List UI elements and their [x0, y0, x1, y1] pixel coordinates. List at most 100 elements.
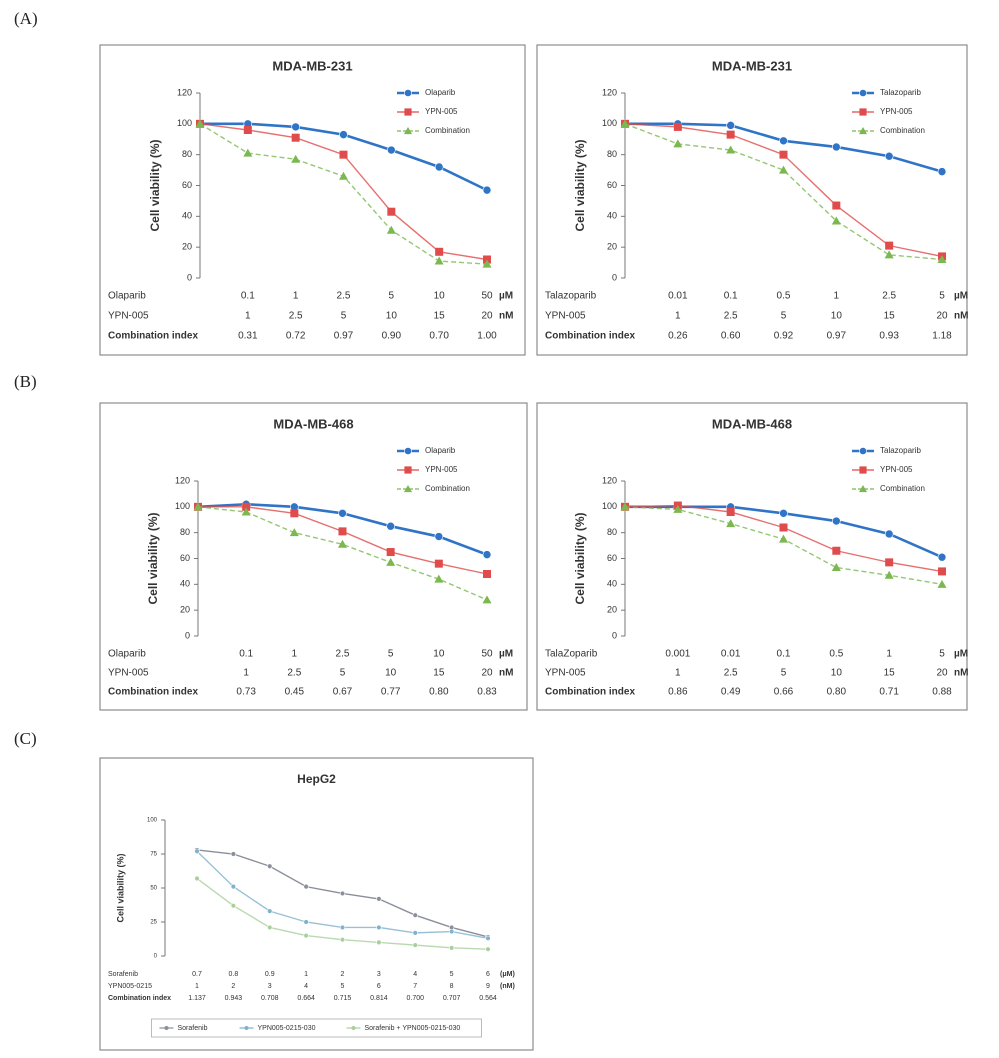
legend-label: Olaparib [425, 446, 456, 455]
marker [938, 567, 946, 576]
y-axis-label: Cell viability (%) [573, 512, 587, 604]
marker [303, 883, 309, 890]
row-value: 10 [385, 668, 397, 679]
row-value: 0.45 [285, 687, 305, 698]
legend-marker [351, 1026, 356, 1030]
y-tick-label: 100 [175, 501, 190, 511]
row-value: 0.8 [229, 971, 239, 978]
chart-title: MDA-MB-468 [273, 416, 353, 431]
row-name: Combination index [108, 995, 171, 1002]
row-value: 5 [939, 291, 945, 302]
row-value: 3 [377, 971, 381, 978]
row-value: 2.5 [289, 311, 303, 322]
marker [482, 259, 492, 268]
row-value: 1.00 [477, 331, 497, 342]
row-value: 0.67 [333, 687, 353, 698]
chart-title: MDA-MB-231 [272, 58, 352, 73]
row-value: 1 [243, 668, 249, 679]
row-value: 0.814 [370, 995, 388, 1002]
y-axis-label: Cell viability (%) [146, 512, 160, 604]
marker [412, 912, 418, 918]
marker [387, 207, 396, 216]
row-value: 1.137 [188, 995, 206, 1002]
marker [884, 529, 894, 539]
marker [386, 521, 395, 531]
legend-label: Combination [880, 126, 925, 135]
marker [289, 528, 299, 537]
y-tick-label: 20 [607, 242, 617, 252]
row-name: TalaZoparib [545, 649, 598, 660]
row-value: 0.31 [238, 331, 258, 342]
marker [482, 550, 492, 559]
row-value: 1 [195, 983, 199, 990]
row-value: 50 [481, 649, 493, 660]
marker [885, 558, 894, 567]
marker [230, 883, 237, 890]
marker [243, 126, 252, 134]
y-axis-label: Cell viability (%) [148, 139, 162, 231]
row-value: 0.5 [777, 291, 791, 302]
row-name: YPN-005 [108, 311, 149, 322]
marker [779, 165, 788, 174]
chart-frame [536, 402, 968, 711]
row-value: 0.72 [286, 331, 306, 342]
row-value: 5 [341, 311, 347, 322]
marker [482, 595, 492, 604]
row-value: 0.9 [265, 971, 275, 978]
row-value: 2.5 [882, 291, 896, 302]
marker [412, 942, 418, 948]
marker [831, 563, 841, 572]
y-tick-label: 100 [177, 118, 192, 128]
y-axis-label: Cell viability (%) [573, 139, 587, 231]
y-tick-label: 120 [175, 475, 190, 485]
marker [779, 534, 788, 543]
marker [884, 570, 894, 579]
row-value: 2.5 [724, 668, 738, 679]
row-value: 0.664 [297, 995, 315, 1002]
marker [779, 508, 788, 518]
chart-frame [536, 44, 968, 356]
row-value: 0.73 [236, 687, 256, 698]
marker [386, 225, 396, 234]
row-unit: µM [499, 291, 513, 302]
y-tick-label: 40 [182, 211, 192, 221]
row-name: YPN-005 [108, 668, 149, 679]
row-value: 15 [884, 668, 896, 679]
row-value: 0.001 [665, 649, 690, 660]
legend-label: Combination [880, 484, 925, 493]
y-tick-label: 80 [607, 527, 617, 537]
row-value: 0.7 [192, 971, 202, 978]
marker [386, 557, 396, 566]
row-value: 2.5 [336, 649, 350, 660]
row-name: Combination index [545, 331, 635, 342]
marker [673, 504, 683, 513]
y-tick-label: 100 [602, 118, 617, 128]
row-value: 0.5 [829, 649, 843, 660]
row-value: 0.86 [668, 687, 688, 698]
row-value: 6 [486, 971, 490, 978]
row-unit: µM [499, 649, 513, 660]
marker [485, 935, 491, 942]
row-value: 15 [434, 311, 446, 322]
marker [303, 932, 309, 939]
row-value: 0.70 [429, 331, 449, 342]
row-value: 20 [481, 311, 493, 322]
row-value: 15 [884, 311, 896, 322]
marker [832, 201, 841, 210]
row-value: 10 [831, 311, 843, 322]
row-unit: nM [499, 668, 513, 679]
marker [339, 890, 346, 897]
row-value: 0.715 [334, 995, 352, 1002]
y-tick-label: 40 [607, 579, 617, 589]
marker [241, 507, 251, 516]
row-value: 0.1 [777, 649, 791, 660]
row-value: 0.60 [721, 331, 741, 342]
marker [434, 559, 443, 568]
marker [267, 908, 273, 914]
panel-label: (B) [14, 372, 37, 391]
marker [620, 119, 630, 128]
row-value: 0.943 [225, 995, 243, 1002]
legend-label: YPN-005 [425, 107, 458, 116]
marker [832, 546, 841, 555]
marker [884, 151, 894, 161]
